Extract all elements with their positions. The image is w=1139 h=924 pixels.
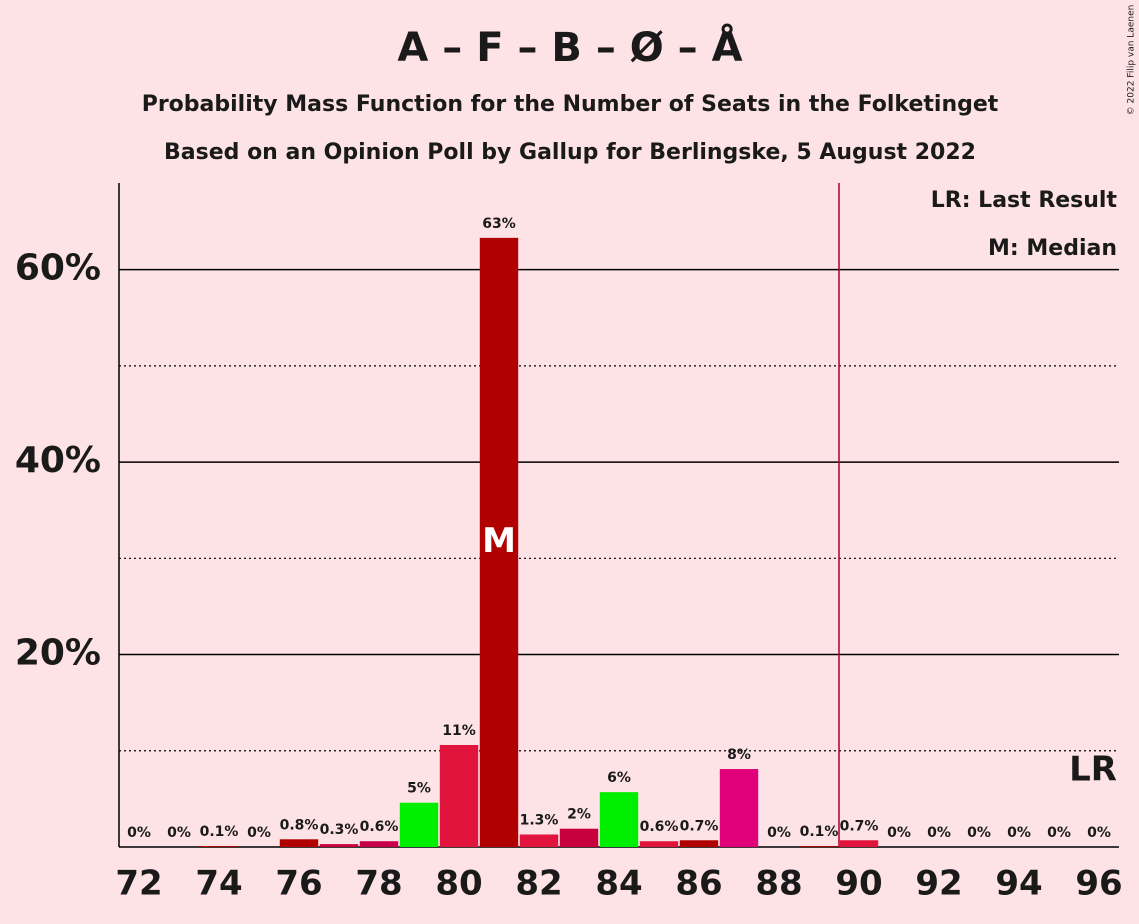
chart-subtitle: Probability Mass Function for the Number… [142,92,999,117]
value-label: 0% [167,825,191,841]
chart-subtitle: Based on an Opinion Poll by Gallup for B… [164,140,976,165]
value-label: 63% [482,216,516,232]
bar [319,844,359,847]
y-tick-label: 20% [15,633,101,674]
y-tick-label: 60% [15,248,101,289]
value-label: 0% [767,825,791,841]
legend-entry: LR: Last Result [931,188,1118,213]
value-label: 0.1% [200,824,239,840]
value-label: 0% [1047,825,1071,841]
x-tick-label: 92 [915,864,962,904]
copyright: © 2022 Filip van Laenen [1127,5,1137,116]
x-tick-label: 78 [355,864,402,904]
value-label: 0% [247,825,271,841]
value-label: 0.6% [640,819,679,835]
y-tick-label: 40% [15,440,101,481]
x-tick-label: 72 [115,864,162,904]
last-result-label: LR [1069,750,1117,790]
value-label: 0.7% [840,818,879,834]
bar [479,237,519,847]
value-label: 2% [567,807,591,823]
bar [519,834,559,847]
value-label: 1.3% [520,812,559,828]
chart-title: A – F – B – Ø – Å [397,22,742,71]
value-label: 0.3% [320,822,359,838]
bar [679,840,719,847]
x-tick-label: 76 [275,864,322,904]
value-label: 0% [927,825,951,841]
value-label: 0% [887,825,911,841]
x-tick-label: 94 [995,864,1042,904]
value-label: 0% [1087,825,1111,841]
value-label: 8% [727,747,751,763]
x-tick-label: 80 [435,864,482,904]
bar [439,744,479,847]
value-label: 11% [442,723,476,739]
value-label: 0.6% [360,819,399,835]
value-label: 0.8% [280,817,319,833]
x-tick-label: 88 [755,864,802,904]
x-tick-label: 84 [595,864,642,904]
x-tick-label: 86 [675,864,722,904]
bar [639,841,679,847]
bar [359,841,399,847]
value-label: 0.7% [680,818,719,834]
median-label: M [482,521,516,561]
x-tick-label: 74 [195,864,242,904]
value-label: 0% [127,825,151,841]
bar [719,769,759,847]
bar [399,802,439,847]
legend-entry: M: Median [988,236,1117,261]
x-tick-label: 90 [835,864,882,904]
bar [799,846,839,847]
value-label: 5% [407,781,431,797]
bar [199,846,239,847]
bar [599,792,639,847]
bar [839,840,879,847]
value-label: 0.1% [800,824,839,840]
value-label: 6% [607,770,631,786]
value-label: 0% [967,825,991,841]
value-label: 0% [1007,825,1031,841]
bar [559,828,599,847]
x-tick-label: 96 [1075,864,1122,904]
bar [279,839,319,847]
x-tick-label: 82 [515,864,562,904]
